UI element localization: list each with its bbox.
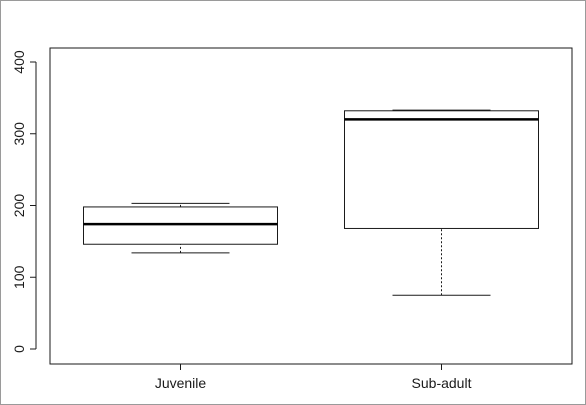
y-tick-label: 100 bbox=[11, 265, 27, 289]
plot-area-border bbox=[49, 47, 573, 365]
y-tick-label: 400 bbox=[11, 50, 27, 74]
y-axis: 0 100 200 300 400 bbox=[11, 50, 37, 353]
iqr-box bbox=[83, 206, 278, 245]
box-sub-adult bbox=[344, 109, 539, 296]
y-tick-label: 0 bbox=[11, 345, 27, 353]
x-axis: Juvenile Sub-adult bbox=[155, 364, 472, 391]
iqr-box bbox=[344, 110, 539, 229]
x-tick-label: Juvenile bbox=[155, 375, 207, 391]
boxes bbox=[83, 109, 539, 296]
x-tick-label: Sub-adult bbox=[412, 375, 472, 391]
y-tick-label: 300 bbox=[11, 122, 27, 146]
box-juvenile bbox=[83, 202, 278, 254]
y-tick-label: 200 bbox=[11, 194, 27, 218]
